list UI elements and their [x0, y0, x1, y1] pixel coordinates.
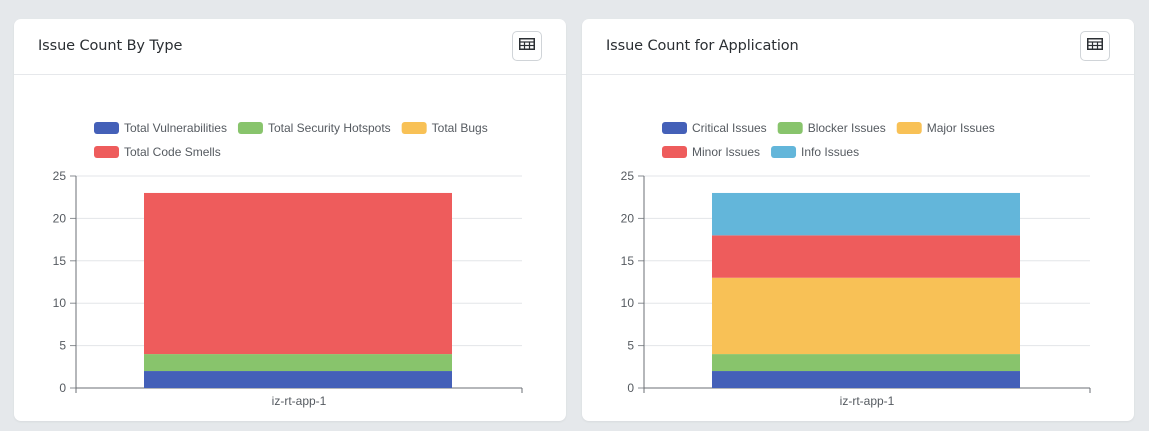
bar-segment[interactable]: [144, 354, 452, 372]
legend-swatch: [662, 122, 687, 134]
legend-label: Total Bugs: [432, 121, 488, 135]
y-tick-label: 25: [53, 169, 67, 183]
legend-swatch: [896, 122, 922, 134]
legend-item[interactable]: Blocker Issues: [777, 121, 886, 135]
legend-item[interactable]: Total Bugs: [401, 121, 488, 135]
bar-segment[interactable]: [712, 354, 1020, 372]
bar-segment[interactable]: [712, 277, 1020, 355]
bar-segment[interactable]: [144, 371, 452, 388]
bar-segment[interactable]: [712, 192, 1020, 236]
legend-label: Critical Issues: [692, 121, 767, 135]
card-header: Issue Count for Application: [582, 19, 1134, 75]
y-tick-label: 25: [621, 169, 635, 183]
legend-item[interactable]: Info Issues: [771, 145, 859, 159]
y-tick-label: 10: [53, 296, 67, 310]
legend-swatch: [401, 122, 427, 134]
stacked-bar-chart: Critical Issues Blocker Issues Major Issue…: [621, 121, 1091, 408]
legend-swatch: [662, 146, 687, 158]
legend-label: Total Security Hotspots: [268, 121, 391, 135]
legend-label: Total Vulnerabilities: [124, 121, 227, 135]
legend-swatch: [94, 122, 119, 134]
bar-segment[interactable]: [144, 192, 452, 355]
bar-segment[interactable]: [712, 235, 1020, 278]
x-tick-label: iz-rt-app-1: [840, 394, 895, 408]
legend-swatch: [237, 122, 263, 134]
chart-card-application-issues: Issue Count for Application Critical Iss…: [582, 19, 1134, 421]
legend-item[interactable]: Total Code Smells: [94, 145, 221, 159]
y-tick-label: 15: [621, 254, 635, 268]
table-grid-icon: [519, 37, 535, 55]
legend-label: Major Issues: [927, 121, 995, 135]
y-tick-label: 5: [627, 339, 634, 353]
y-tick-label: 20: [621, 211, 635, 225]
legend-item[interactable]: Minor Issues: [662, 145, 760, 159]
legend-item[interactable]: Critical Issues: [662, 121, 767, 135]
stacked-bar-chart: Total Vulnerabilities Total Security Hots…: [53, 121, 523, 408]
y-tick-label: 0: [627, 381, 634, 395]
legend-label: Total Code Smells: [124, 145, 221, 159]
legend-label: Blocker Issues: [808, 121, 886, 135]
legend-swatch: [94, 146, 119, 158]
legend-swatch: [777, 122, 803, 134]
y-tick-label: 10: [621, 296, 635, 310]
bar-segment[interactable]: [712, 371, 1020, 388]
chart-card-issue-type: Issue Count By Type Total Vulnerabilitie…: [14, 19, 566, 421]
legend-label: Minor Issues: [692, 145, 760, 159]
table-view-button[interactable]: [512, 31, 542, 61]
y-tick-label: 0: [59, 381, 66, 395]
table-view-button[interactable]: [1080, 31, 1110, 61]
x-tick-label: iz-rt-app-1: [272, 394, 327, 408]
y-tick-label: 15: [53, 254, 67, 268]
y-tick-label: 5: [59, 339, 66, 353]
legend-item[interactable]: Total Vulnerabilities: [94, 121, 227, 135]
legend-swatch: [771, 146, 797, 158]
table-grid-icon: [1087, 37, 1103, 55]
card-header: Issue Count By Type: [14, 19, 566, 75]
y-tick-label: 20: [53, 211, 67, 225]
legend-item[interactable]: Total Security Hotspots: [237, 121, 391, 135]
legend-item[interactable]: Major Issues: [896, 121, 995, 135]
card-title: Issue Count By Type: [38, 38, 183, 54]
legend-label: Info Issues: [801, 145, 859, 159]
card-title: Issue Count for Application: [606, 38, 799, 54]
